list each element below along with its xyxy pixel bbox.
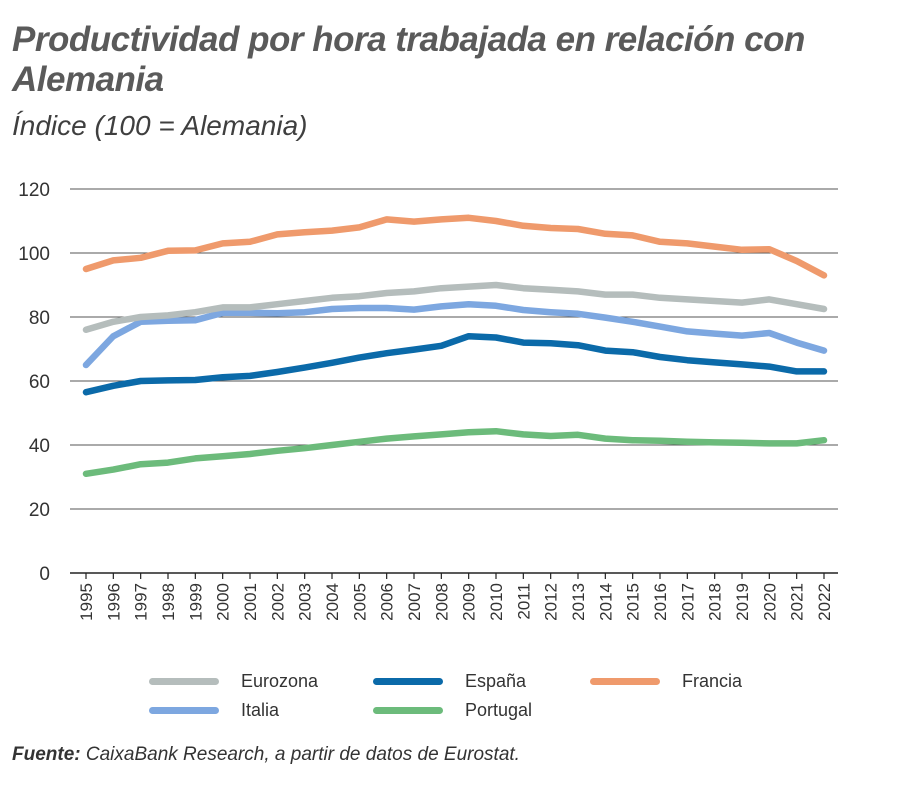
y-tick-label: 20 [29, 500, 50, 521]
series-lines [82, 214, 828, 478]
y-tick-label: 100 [18, 244, 50, 265]
x-tick-label: 1998 [159, 583, 178, 621]
series-line-eurozona [82, 281, 828, 334]
chart-title: Productividad por hora trabajada en rela… [12, 20, 805, 99]
y-tick-labels: 0 20 40 60 80 100 120 [18, 180, 50, 585]
x-tick-label: 2005 [350, 583, 369, 621]
series-line-francia [82, 214, 828, 279]
source-label: Fuente: [12, 744, 81, 765]
x-tick-label: 2017 [678, 583, 697, 621]
x-tick-label: 2018 [706, 583, 725, 621]
x-tick-label: 2021 [788, 583, 807, 621]
x-tick-label: 2009 [460, 583, 479, 621]
x-tick-label: 2000 [214, 583, 233, 621]
x-tick-label: 2014 [596, 583, 615, 621]
x-tick-label: 1997 [132, 583, 151, 621]
source-text: CaixaBank Research, a partir de datos de… [85, 744, 520, 765]
x-tick-label: 1996 [104, 583, 123, 621]
x-tick-label: 2004 [323, 583, 342, 621]
x-tick-label: 2013 [569, 583, 588, 621]
chart-subtitle: Índice (100 = Alemania) [12, 110, 308, 141]
x-tick-label: 2010 [487, 583, 506, 621]
x-tick-label: 2008 [432, 583, 451, 621]
x-tick-labels: 1995 1996 1997 1998 1999 2000 2001 2002 2003 2004… [77, 573, 834, 621]
source-note: Fuente: CaixaBank Research, a partir de … [12, 744, 520, 766]
x-tick-label: 1999 [186, 583, 205, 621]
y-tick-label: 60 [29, 372, 50, 393]
x-tick-label: 1995 [77, 583, 96, 621]
series-line-italia [82, 300, 828, 369]
y-tick-label: 0 [39, 564, 50, 585]
x-tick-label: 2002 [268, 583, 287, 621]
x-tick-label: 2011 [514, 583, 533, 620]
x-tick-label: 2020 [760, 583, 779, 621]
x-tick-label: 2001 [241, 583, 260, 621]
x-tick-label: 2015 [624, 583, 643, 621]
x-tick-label: 2016 [651, 583, 670, 621]
series-line-portugal [82, 427, 828, 478]
y-tick-label: 40 [29, 436, 50, 457]
y-tick-label: 80 [29, 308, 50, 329]
x-tick-label: 2006 [378, 583, 397, 621]
x-tick-label: 2003 [296, 583, 315, 621]
series-line-espana [82, 332, 828, 396]
x-tick-label: 2012 [542, 583, 561, 621]
x-tick-label: 2022 [815, 583, 834, 621]
x-tick-label: 2019 [733, 583, 752, 621]
y-tick-label: 120 [18, 180, 50, 201]
x-tick-label: 2007 [405, 583, 424, 621]
